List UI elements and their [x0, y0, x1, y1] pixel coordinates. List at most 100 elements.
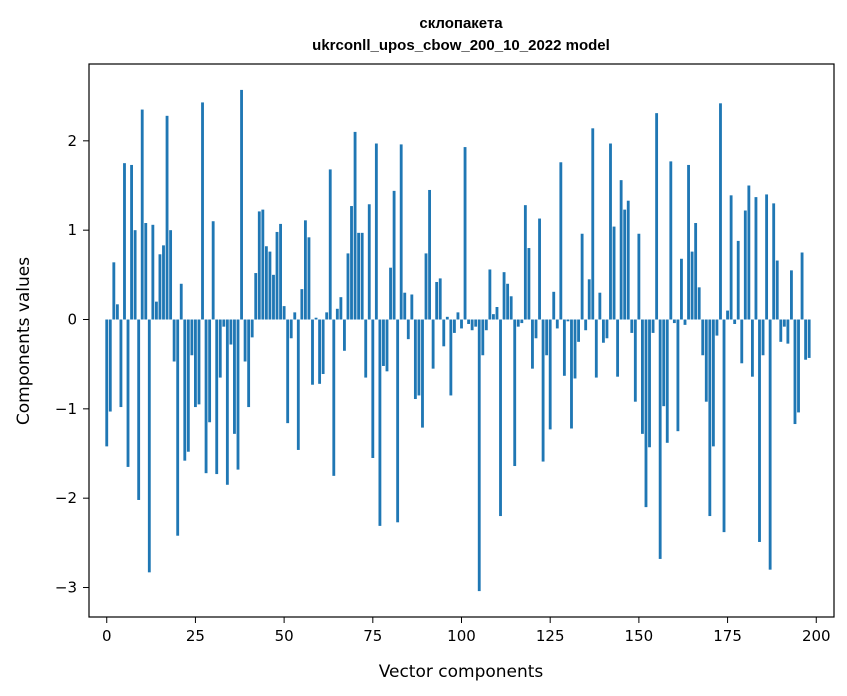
bar — [520, 319, 524, 324]
bar — [605, 319, 609, 339]
bar — [676, 319, 680, 432]
bar — [279, 223, 282, 320]
x-tick-label: 100 — [447, 627, 476, 645]
bar — [623, 209, 627, 320]
bar — [105, 319, 109, 447]
bars-group — [105, 89, 811, 592]
x-tick-label: 200 — [802, 627, 831, 645]
x-tick-label: 175 — [713, 627, 742, 645]
bar — [233, 319, 236, 434]
bar — [711, 319, 715, 447]
bar — [775, 260, 779, 320]
bar — [736, 240, 740, 320]
bar — [445, 316, 449, 320]
bar — [644, 319, 648, 508]
bar — [325, 312, 329, 320]
bar — [609, 143, 612, 320]
x-tick-label: 125 — [536, 627, 565, 645]
bar — [218, 319, 222, 378]
bar — [147, 319, 151, 573]
bar — [456, 312, 460, 320]
bar — [797, 319, 800, 413]
bar — [154, 301, 158, 320]
bar — [807, 319, 811, 358]
bar — [183, 319, 187, 461]
bar — [204, 319, 208, 474]
bar — [527, 248, 531, 320]
bar — [392, 190, 396, 320]
bar — [303, 220, 307, 320]
y-axis-label: Components values — [14, 257, 34, 425]
bar — [460, 319, 463, 329]
bar — [800, 252, 804, 320]
y-tick-label: −2 — [55, 489, 77, 507]
x-tick-label: 50 — [275, 627, 294, 645]
bar — [339, 297, 343, 320]
bar — [211, 221, 215, 320]
bar — [633, 319, 637, 402]
bar — [651, 319, 655, 333]
bar — [694, 223, 698, 320]
bar — [669, 161, 673, 320]
bar — [335, 308, 339, 320]
bar — [215, 319, 219, 475]
bar — [225, 319, 229, 485]
bar — [587, 279, 591, 320]
bar — [492, 314, 495, 320]
bar — [761, 319, 765, 356]
bar — [754, 197, 758, 320]
bar — [502, 272, 506, 320]
bar — [790, 270, 793, 320]
bar — [311, 319, 314, 385]
bar — [364, 319, 368, 378]
bar — [534, 319, 538, 339]
bar — [144, 223, 148, 320]
bar — [289, 319, 293, 339]
x-axis-label: Vector components — [379, 662, 544, 682]
y-tick-label: 1 — [67, 221, 77, 239]
bar — [126, 319, 130, 467]
bar — [665, 319, 669, 443]
bar — [435, 281, 439, 320]
bar — [495, 307, 499, 320]
bar — [236, 319, 240, 470]
bar — [726, 310, 729, 320]
bar — [768, 319, 772, 570]
bar — [346, 253, 350, 320]
plot-frame — [88, 63, 835, 618]
bar — [506, 283, 510, 320]
bar — [353, 131, 357, 320]
bar — [115, 304, 119, 320]
bar — [374, 143, 378, 320]
bar — [343, 319, 346, 351]
bar — [509, 296, 513, 320]
bar — [626, 200, 630, 320]
y-tick-label: 0 — [67, 311, 77, 329]
bar — [690, 251, 694, 320]
bar — [743, 210, 747, 320]
bar — [452, 319, 456, 333]
bar — [523, 205, 527, 320]
bar — [463, 147, 467, 320]
bar — [194, 319, 197, 408]
x-axis: 0 25 50 75 100 125 150 175 200 — [102, 617, 831, 645]
bar — [474, 319, 478, 327]
bar — [704, 319, 708, 402]
bar — [552, 291, 556, 320]
bar — [293, 312, 297, 320]
bar — [197, 319, 201, 405]
bar — [357, 232, 361, 320]
bar — [484, 319, 488, 331]
bar — [385, 319, 389, 372]
bar — [360, 232, 364, 320]
bar — [683, 319, 687, 325]
bar — [559, 162, 563, 320]
bar — [428, 189, 431, 320]
bar — [286, 319, 290, 424]
bar — [488, 269, 492, 320]
bar — [332, 319, 336, 476]
bar — [708, 319, 712, 517]
bar — [680, 258, 683, 320]
bar — [169, 230, 173, 320]
bar — [272, 274, 275, 320]
